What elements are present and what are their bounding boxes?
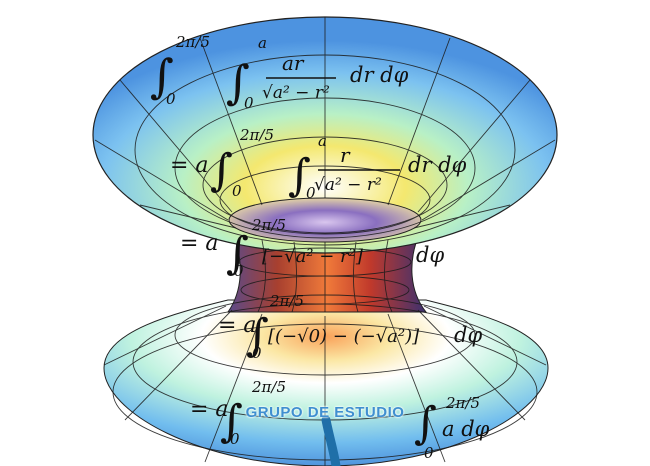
svg-text:= a: = a <box>190 397 229 422</box>
formula-line-3: = a ∫ 2π/5 0 [−√a² − r²] dφ <box>180 216 444 280</box>
svg-text:dr dφ: dr dφ <box>350 63 409 87</box>
svg-text:2π/5: 2π/5 <box>445 394 480 412</box>
svg-text:= a: = a <box>170 153 209 178</box>
svg-text:a: a <box>318 132 327 150</box>
integral-sign: ∫ <box>288 150 311 201</box>
formula-line-2: = a ∫ 2π/5 0 ∫ a 0 r √a² − r² dr dφ <box>170 126 467 202</box>
svg-text:dφ: dφ <box>454 323 482 347</box>
svg-text:0: 0 <box>230 430 240 448</box>
integral-sign: ∫ <box>246 310 269 361</box>
integral-sign: ∫ <box>150 49 174 103</box>
integral-sign: ∫ <box>414 398 437 449</box>
svg-text:dφ: dφ <box>416 243 444 267</box>
svg-text:2π/5: 2π/5 <box>175 33 210 51</box>
formula-line-1: ∫ 2π/5 0 ∫ a 0 ar √a² − r² dr dφ <box>150 33 409 112</box>
svg-text:2π/5: 2π/5 <box>251 378 286 396</box>
svg-text:2π/5: 2π/5 <box>269 292 304 310</box>
caption-label: GRUPO DE ESTUDIO <box>245 404 405 421</box>
svg-text:2π/5: 2π/5 <box>251 216 286 234</box>
svg-text:= a: = a <box>180 231 219 256</box>
svg-text:ar: ar <box>282 51 305 75</box>
svg-text:[−√a² − r²]: [−√a² − r²] <box>262 246 364 267</box>
svg-text:a dφ: a dφ <box>442 417 490 441</box>
svg-text:0: 0 <box>166 90 176 108</box>
svg-text:√a² − r²: √a² − r² <box>314 175 382 195</box>
formula-line-5: = a ∫ 2π/5 0 ∫ 2π/5 0 a dφ <box>190 378 490 462</box>
svg-text:0: 0 <box>234 262 244 280</box>
formula-line-4: = a ∫ 2π/5 0 [(−√0) − (−√a²)] dφ <box>218 292 482 362</box>
svg-text:0: 0 <box>306 184 316 202</box>
svg-text:0: 0 <box>232 182 242 200</box>
svg-text:√a² − r²: √a² − r² <box>262 83 330 103</box>
grid-lines <box>94 17 556 466</box>
svg-text:= a: = a <box>218 313 257 338</box>
svg-text:0: 0 <box>424 444 434 462</box>
integral-sign: ∫ <box>226 55 250 109</box>
svg-text:dr dφ: dr dφ <box>408 153 467 177</box>
svg-text:r: r <box>340 143 351 167</box>
integral-sign: ∫ <box>210 145 233 196</box>
marker-stroke <box>321 415 341 466</box>
neck <box>227 231 428 313</box>
svg-text:[(−√0) − (−√a²)]: [(−√0) − (−√a²)] <box>268 326 420 347</box>
svg-text:0: 0 <box>252 344 262 362</box>
integral-sign: ∫ <box>226 228 249 279</box>
svg-text:a: a <box>258 34 267 52</box>
svg-text:0: 0 <box>244 94 254 112</box>
svg-text:2π/5: 2π/5 <box>239 126 274 144</box>
integral-sign: ∫ <box>220 396 243 447</box>
